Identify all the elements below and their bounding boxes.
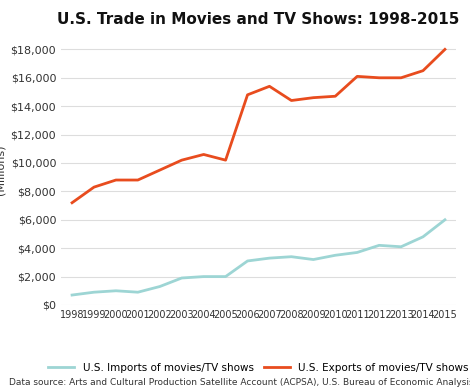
U.S. Exports of movies/TV shows (354, 74, 360, 79)
U.S. Exports of movies/TV shows (332, 94, 338, 99)
Text: Data source: Arts and Cultural Production Satellite Account (ACPSA), U.S. Bureau: Data source: Arts and Cultural Productio… (9, 378, 470, 387)
U.S. Exports of movies/TV shows (223, 158, 228, 163)
U.S. Imports of movies/TV shows (398, 244, 404, 249)
Title: U.S. Trade in Movies and TV Shows: 1998-2015: U.S. Trade in Movies and TV Shows: 1998-… (57, 12, 460, 27)
U.S. Exports of movies/TV shows (135, 178, 141, 182)
U.S. Exports of movies/TV shows (113, 178, 119, 182)
Line: U.S. Exports of movies/TV shows: U.S. Exports of movies/TV shows (72, 49, 445, 203)
Y-axis label: (Millions): (Millions) (0, 145, 5, 196)
U.S. Exports of movies/TV shows (376, 75, 382, 80)
U.S. Exports of movies/TV shows (311, 95, 316, 100)
U.S. Imports of movies/TV shows (245, 258, 251, 263)
U.S. Exports of movies/TV shows (442, 47, 448, 52)
U.S. Exports of movies/TV shows (266, 84, 272, 89)
U.S. Exports of movies/TV shows (420, 68, 426, 73)
U.S. Imports of movies/TV shows (201, 274, 206, 279)
U.S. Exports of movies/TV shows (398, 75, 404, 80)
U.S. Imports of movies/TV shows (289, 255, 294, 259)
U.S. Imports of movies/TV shows (311, 257, 316, 262)
U.S. Exports of movies/TV shows (91, 185, 97, 190)
U.S. Exports of movies/TV shows (245, 93, 251, 97)
U.S. Imports of movies/TV shows (135, 290, 141, 294)
U.S. Imports of movies/TV shows (179, 276, 185, 280)
U.S. Exports of movies/TV shows (201, 152, 206, 157)
U.S. Imports of movies/TV shows (354, 250, 360, 255)
U.S. Exports of movies/TV shows (179, 158, 185, 163)
U.S. Exports of movies/TV shows (289, 98, 294, 103)
U.S. Imports of movies/TV shows (223, 274, 228, 279)
U.S. Imports of movies/TV shows (376, 243, 382, 248)
U.S. Exports of movies/TV shows (69, 201, 75, 205)
U.S. Imports of movies/TV shows (113, 289, 119, 293)
U.S. Imports of movies/TV shows (332, 253, 338, 258)
Legend: U.S. Imports of movies/TV shows, U.S. Exports of movies/TV shows: U.S. Imports of movies/TV shows, U.S. Ex… (44, 359, 470, 377)
U.S. Imports of movies/TV shows (442, 217, 448, 222)
U.S. Imports of movies/TV shows (266, 256, 272, 260)
U.S. Imports of movies/TV shows (69, 293, 75, 298)
U.S. Imports of movies/TV shows (157, 284, 163, 289)
U.S. Exports of movies/TV shows (157, 168, 163, 172)
U.S. Imports of movies/TV shows (91, 290, 97, 294)
U.S. Imports of movies/TV shows (420, 235, 426, 239)
Line: U.S. Imports of movies/TV shows: U.S. Imports of movies/TV shows (72, 220, 445, 295)
